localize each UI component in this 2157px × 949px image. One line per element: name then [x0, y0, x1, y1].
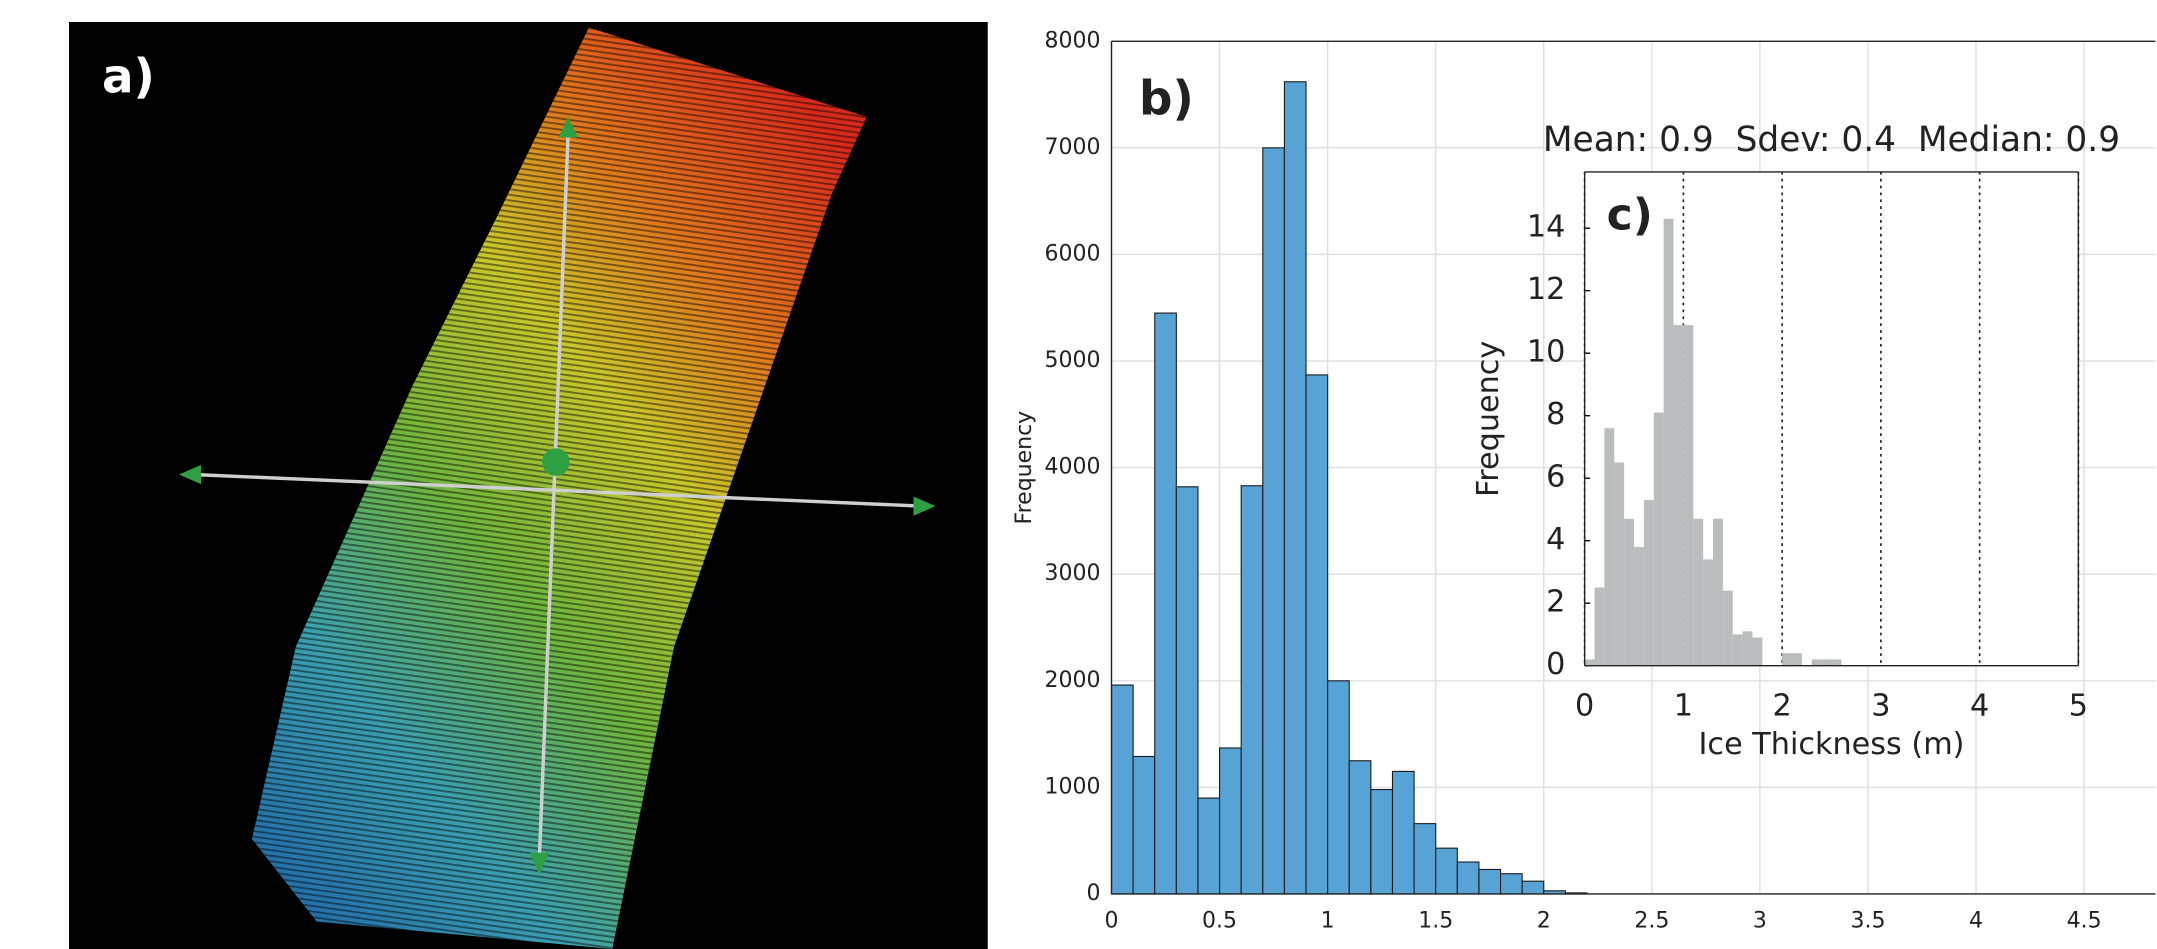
- y-tick-label: 2000: [1045, 668, 1101, 693]
- x-tick-label: 4: [1970, 688, 1989, 723]
- bar: [1240, 485, 1264, 895]
- bar: [1693, 518, 1704, 666]
- bar: [1653, 412, 1664, 666]
- bar: [1305, 374, 1329, 895]
- y-tick-label: 8: [1546, 397, 1565, 432]
- x-tick-label: 0: [1575, 688, 1594, 723]
- bar: [1673, 325, 1684, 666]
- x-axis-label: Ice Thickness (m): [1699, 727, 1965, 762]
- bar: [1584, 659, 1595, 666]
- panel-label: c): [1607, 189, 1653, 240]
- y-tick-label: 0: [1087, 881, 1101, 906]
- bar: [1110, 684, 1134, 895]
- bar: [1604, 428, 1615, 666]
- bar: [1624, 518, 1635, 666]
- x-tick-label: 3.5: [1850, 908, 1885, 933]
- bar: [1327, 680, 1350, 895]
- x-tick-label: 4: [1969, 908, 1983, 933]
- y-axis-label: Frequency: [1012, 411, 1037, 525]
- bar: [1478, 868, 1502, 895]
- x-tick-label: 4.5: [2067, 908, 2102, 933]
- y-tick-label: 1000: [1045, 774, 1101, 799]
- bar: [1614, 462, 1625, 666]
- bar: [1154, 312, 1177, 895]
- arrow-head: [529, 852, 549, 875]
- bar: [1722, 590, 1733, 666]
- x-tick-label: 3: [1753, 908, 1767, 933]
- x-tick-label: 1: [1674, 688, 1693, 723]
- bar: [1283, 81, 1307, 895]
- bar: [1752, 637, 1763, 666]
- bar: [1713, 518, 1723, 666]
- point-cloud-panel: a): [68, 22, 988, 949]
- bar: [1262, 147, 1285, 895]
- bar: [1683, 325, 1694, 666]
- bar: [1132, 755, 1156, 895]
- y-tick-label: 14: [1527, 210, 1566, 245]
- panel-label: a): [102, 50, 155, 104]
- bar: [1175, 486, 1199, 895]
- y-tick-label: 5000: [1045, 348, 1101, 373]
- bar: [1663, 218, 1674, 666]
- bar: [1643, 500, 1654, 666]
- bar: [1831, 659, 1842, 666]
- y-tick-label: 12: [1527, 272, 1566, 307]
- x-tick-label: 2.5: [1634, 908, 1669, 933]
- y-tick-label: 6000: [1045, 241, 1101, 266]
- x-tick-label: 5: [2069, 688, 2088, 723]
- y-tick-label: 4: [1546, 522, 1565, 557]
- bar: [1742, 631, 1753, 666]
- bar: [1703, 559, 1714, 666]
- y-tick-label: 0: [1546, 647, 1565, 682]
- arrow-head: [913, 496, 936, 516]
- y-tick-label: 7000: [1045, 135, 1101, 160]
- bar: [1197, 797, 1221, 895]
- x-tick-label: 2: [1537, 908, 1551, 933]
- bar: [1219, 747, 1242, 895]
- arrow-head: [558, 116, 578, 138]
- bar: [1782, 653, 1793, 666]
- y-tick-label: 10: [1527, 335, 1566, 370]
- y-axis-label: Frequency: [1471, 341, 1506, 497]
- bar: [1634, 546, 1644, 666]
- axes-gizmo: [192, 130, 922, 860]
- bar: [1594, 587, 1605, 666]
- bar: [1348, 760, 1372, 895]
- panel-label: b): [1139, 72, 1194, 126]
- y-tick-label: 4000: [1045, 455, 1101, 480]
- x-tick-label: 2: [1773, 688, 1792, 723]
- chart-title: Mean: 0.9 Sdev: 0.4 Median: 0.9: [1543, 120, 2120, 160]
- x-tick-label: 3: [1871, 688, 1890, 723]
- bar: [1732, 634, 1743, 666]
- bar: [1391, 770, 1415, 895]
- bar: [1792, 653, 1802, 666]
- bar: [1521, 880, 1545, 895]
- scan-lines: [251, 27, 867, 949]
- bar: [1456, 861, 1480, 895]
- x-tick-label: 1: [1321, 908, 1335, 933]
- y-tick-label: 6: [1546, 460, 1565, 495]
- bar: [1370, 788, 1394, 895]
- gizmo-center: [542, 448, 570, 476]
- x-tick-label: 0.5: [1202, 908, 1237, 933]
- bar: [1811, 659, 1822, 666]
- y-tick-label: 3000: [1045, 561, 1101, 586]
- bar: [1499, 873, 1523, 895]
- bar: [1821, 659, 1832, 666]
- y-tick-label: 2: [1546, 585, 1565, 620]
- y-tick-label: 8000: [1045, 28, 1101, 53]
- arrow-head: [179, 464, 202, 485]
- x-tick-label: 1.5: [1418, 908, 1453, 933]
- bar: [1413, 823, 1437, 895]
- x-tick-label: 0: [1105, 908, 1119, 933]
- bar: [1435, 847, 1458, 895]
